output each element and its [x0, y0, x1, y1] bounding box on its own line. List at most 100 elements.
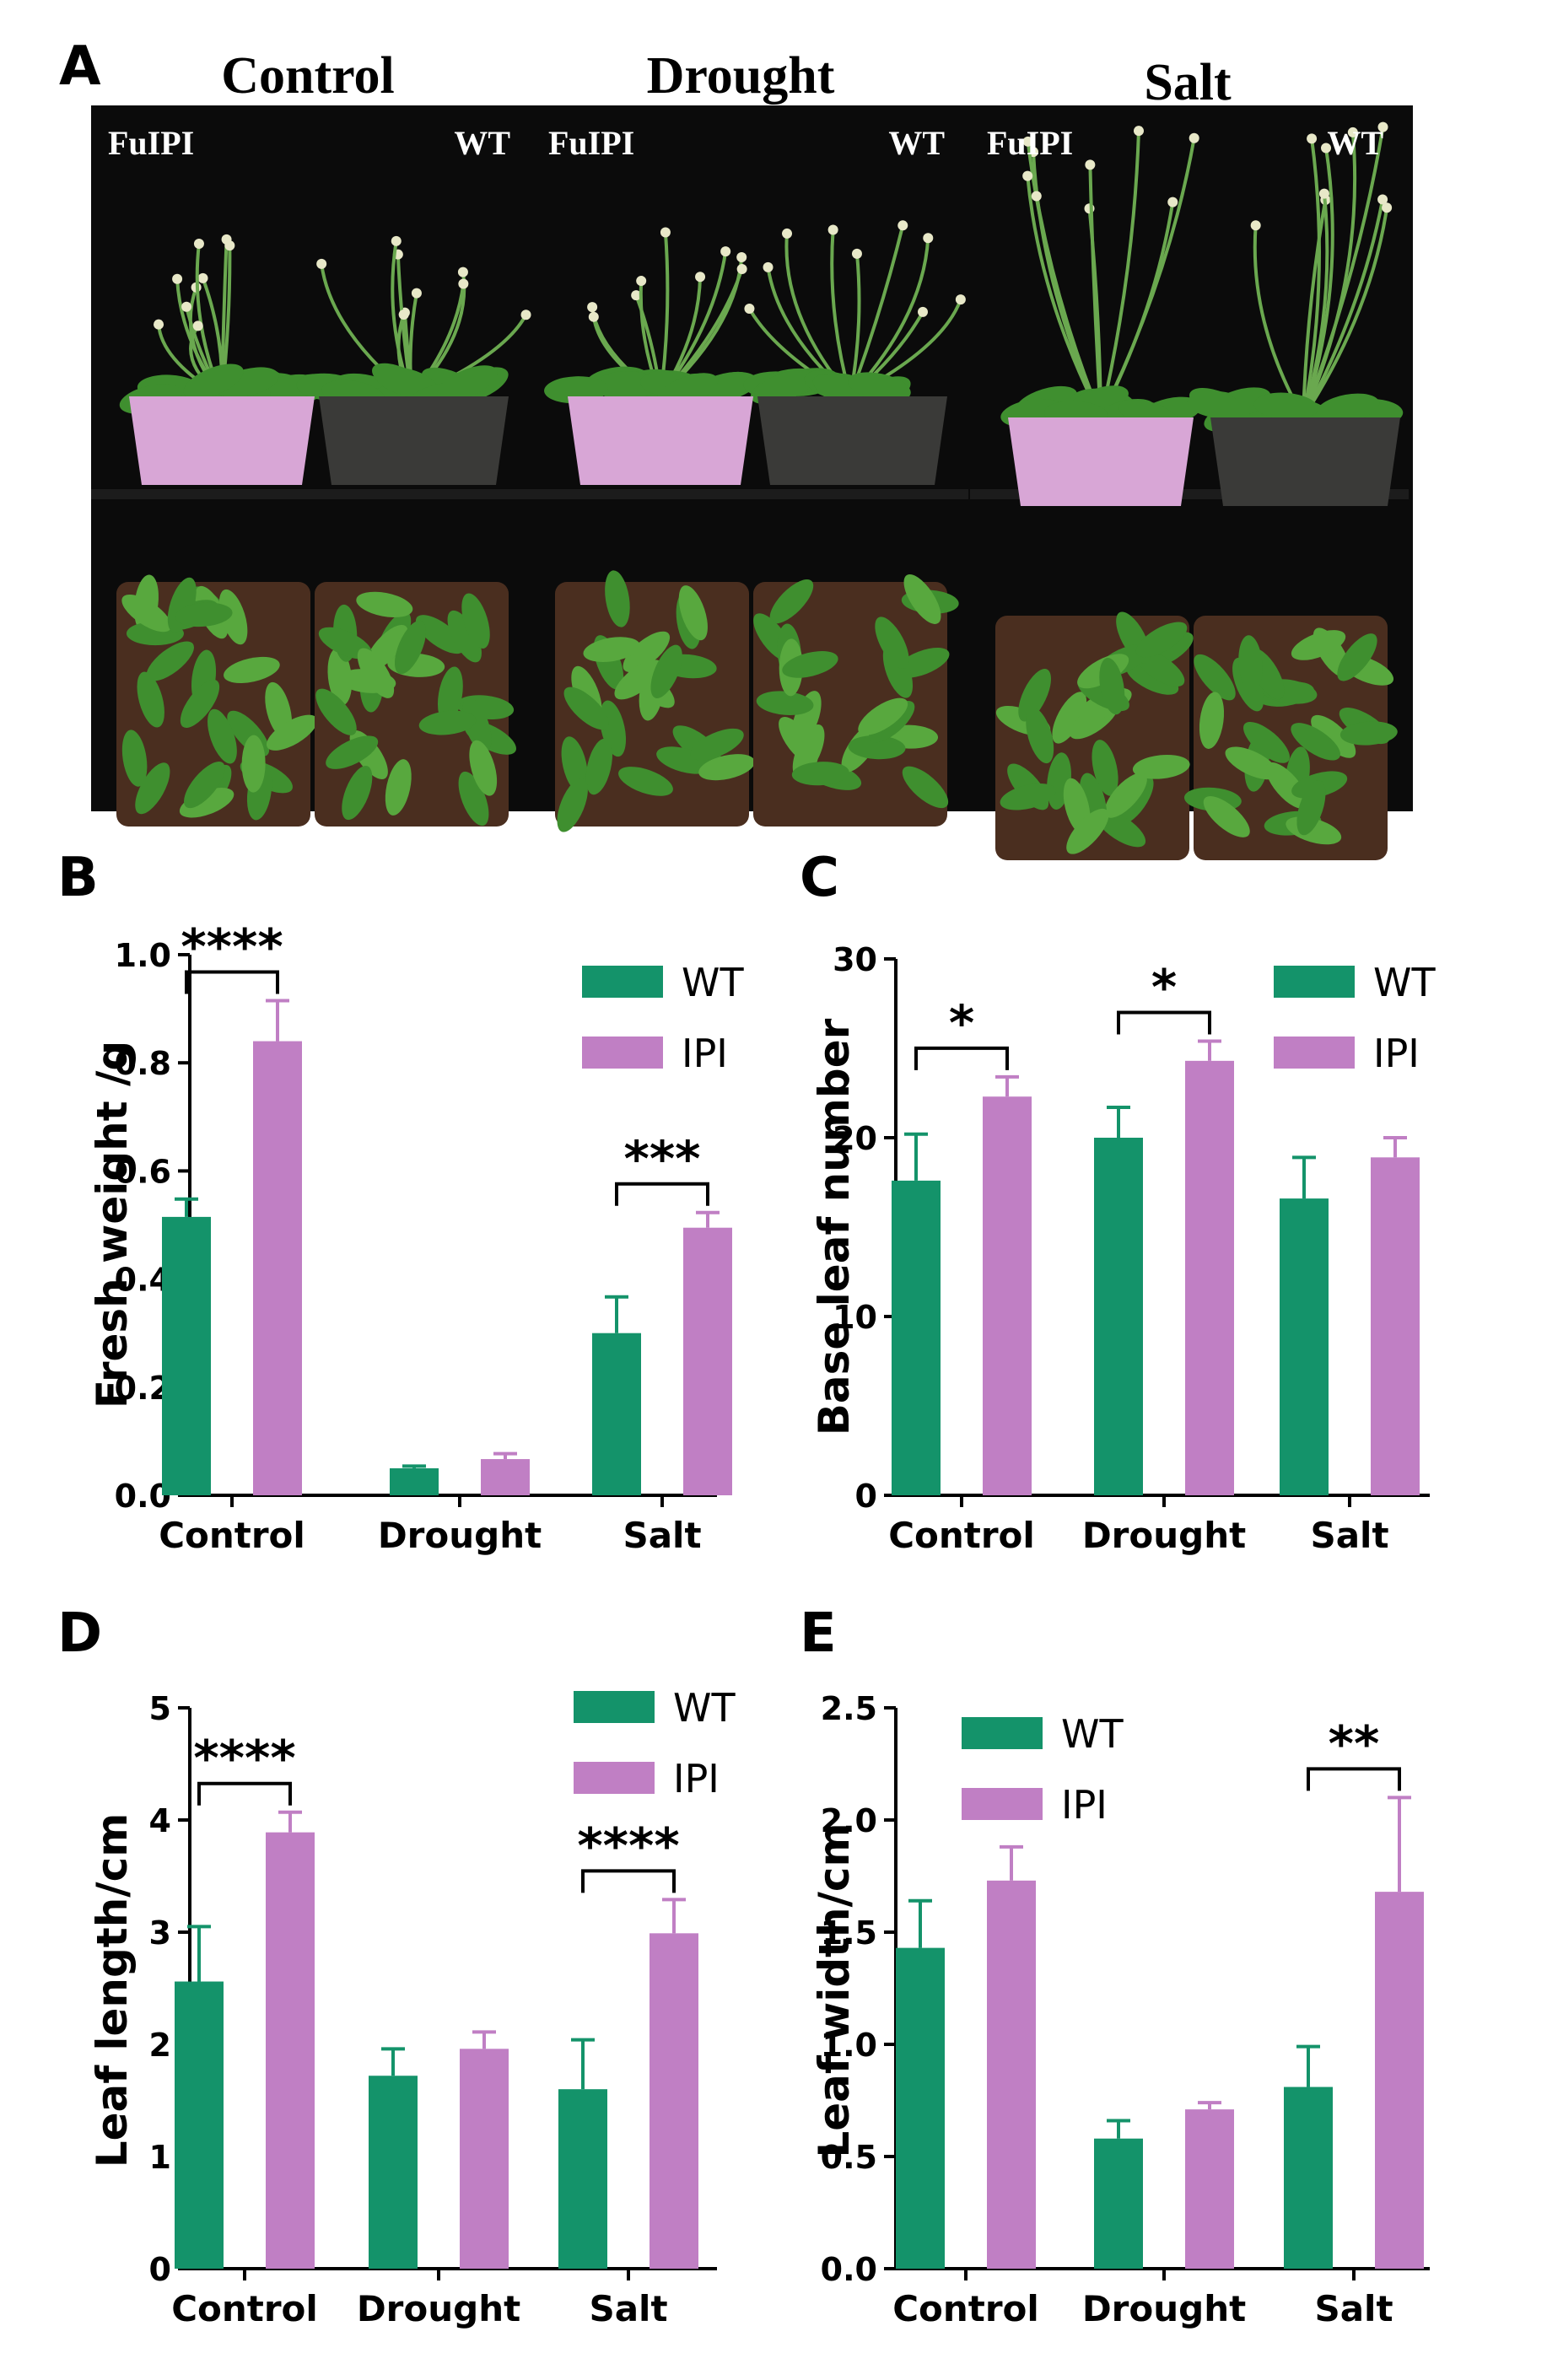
y-tick-label-c: 10 [833, 1299, 877, 1336]
bar-b-ipi-drought [481, 1459, 530, 1495]
flower-bud [197, 272, 208, 283]
category-label-d: Salt [589, 2288, 667, 2329]
y-tick-label-e: 0.5 [821, 2139, 877, 2176]
leaf [167, 577, 197, 633]
leaf [137, 671, 164, 728]
legend-swatch-d-wt [574, 1691, 655, 1723]
flower-bud [744, 303, 755, 314]
bar-d-wt-control [175, 1981, 224, 2269]
photo-label-fuipi-salt: FuIPI [987, 124, 1073, 162]
legend-label-c-wt: WT [1373, 960, 1436, 1005]
legend-label-b-ipi: IPI [682, 1031, 728, 1076]
flower-bud [736, 252, 747, 263]
flower-bud [458, 278, 469, 289]
leaf [184, 762, 225, 809]
plant-photo-montage [91, 105, 1413, 860]
photo-background [91, 105, 1413, 811]
leaf [618, 767, 673, 796]
category-label-e: Salt [1314, 2288, 1393, 2329]
leaf [1026, 708, 1054, 764]
flower-bud [457, 267, 468, 277]
bar-d-ipi-control [266, 1832, 315, 2269]
leaf [175, 602, 233, 627]
leaf [342, 766, 373, 821]
leaf [135, 762, 170, 815]
y-tick-label-b: 0.6 [115, 1153, 171, 1190]
bar-d-ipi-drought [460, 2049, 509, 2269]
leaf [1135, 622, 1188, 658]
flower-bud [720, 246, 731, 257]
bar-e-ipi-salt [1375, 1892, 1424, 2269]
significance-stars-b: **** [181, 918, 283, 975]
flower-bud [695, 272, 706, 283]
leaf [858, 697, 908, 735]
leaf [1194, 654, 1236, 701]
bar-b-ipi-control [253, 1041, 302, 1495]
flower-bud [1022, 136, 1033, 147]
photo-label-wt-salt: WT [1327, 124, 1383, 162]
bar-d-wt-drought [369, 2076, 418, 2269]
bar-e-ipi-control [987, 1880, 1036, 2269]
leaf [848, 372, 911, 402]
flower-bud [587, 302, 598, 313]
flower-bud [1167, 197, 1178, 207]
bar-c-ipi-drought [1185, 1060, 1234, 1495]
shelf-edge [530, 489, 968, 499]
y-tick-label-c: 20 [833, 1120, 877, 1157]
plant-stem [1026, 175, 1102, 418]
flower-bud [897, 220, 908, 231]
y-tick-label-d: 3 [149, 1914, 171, 1952]
condition-title-salt: Salt [1144, 54, 1232, 111]
plant-stem [1099, 131, 1140, 418]
y-tick-label-d: 2 [149, 2027, 171, 2064]
panel-letter-a: A [59, 35, 101, 98]
flower-bud [588, 311, 599, 322]
leaf [183, 363, 244, 400]
y-tick-label-d: 1 [149, 2139, 171, 2176]
leaf [1253, 392, 1318, 421]
y-tick-label-e: 1.5 [821, 1914, 877, 1952]
flower-bud [411, 288, 422, 299]
bar-c-wt-salt [1280, 1198, 1329, 1495]
bar-e-wt-control [896, 1947, 945, 2269]
panel-d: D 0 1 2 3 4 5 Leaf length/cm Control **** Drought… [57, 1602, 736, 2329]
leaf [1316, 393, 1380, 423]
y-tick-label-e: 1.0 [821, 2027, 877, 2064]
plant-stem [1302, 138, 1321, 418]
plant-stem [1302, 207, 1389, 419]
leaf [1000, 783, 1057, 810]
leaf [469, 740, 498, 796]
leaf [903, 573, 941, 624]
legend-swatch-b-ipi [582, 1037, 663, 1069]
significance-bracket-e [1307, 1767, 1401, 1791]
leaf [146, 641, 194, 681]
leaf [605, 570, 630, 627]
panel-c: C 0 10 20 30 Base leaf number Control * Drought… [800, 847, 1436, 1556]
y-tick-label-d: 0 [149, 2251, 171, 2288]
leaf [224, 656, 280, 683]
y-tick-label-d: 4 [149, 1802, 171, 1839]
leaf [121, 730, 148, 787]
flower-bud [660, 227, 671, 238]
pot-fuipi [129, 396, 315, 485]
bar-b-ipi-salt [683, 1227, 732, 1495]
leaf [1243, 721, 1290, 763]
leaf [698, 754, 755, 781]
significance-bracket-b [615, 1182, 709, 1206]
y-axis-label-d: Leaf length/cm [88, 1813, 137, 2168]
leaf [1066, 808, 1109, 854]
leaf [623, 631, 671, 672]
significance-stars-c: * [949, 994, 974, 1052]
bar-d-ipi-salt [650, 1933, 698, 2269]
category-label-c: Control [888, 1515, 1035, 1556]
legend-label-e-wt: WT [1061, 1711, 1124, 1757]
flower-bud [1307, 133, 1318, 144]
leaf [557, 778, 588, 832]
bar-e-wt-salt [1284, 2087, 1333, 2269]
photo-label-fuipi-control: FuIPI [108, 124, 194, 162]
flower-bud [827, 224, 838, 235]
legend-swatch-c-wt [1274, 966, 1355, 998]
flower-bud [224, 240, 235, 251]
leaf [1104, 773, 1147, 818]
